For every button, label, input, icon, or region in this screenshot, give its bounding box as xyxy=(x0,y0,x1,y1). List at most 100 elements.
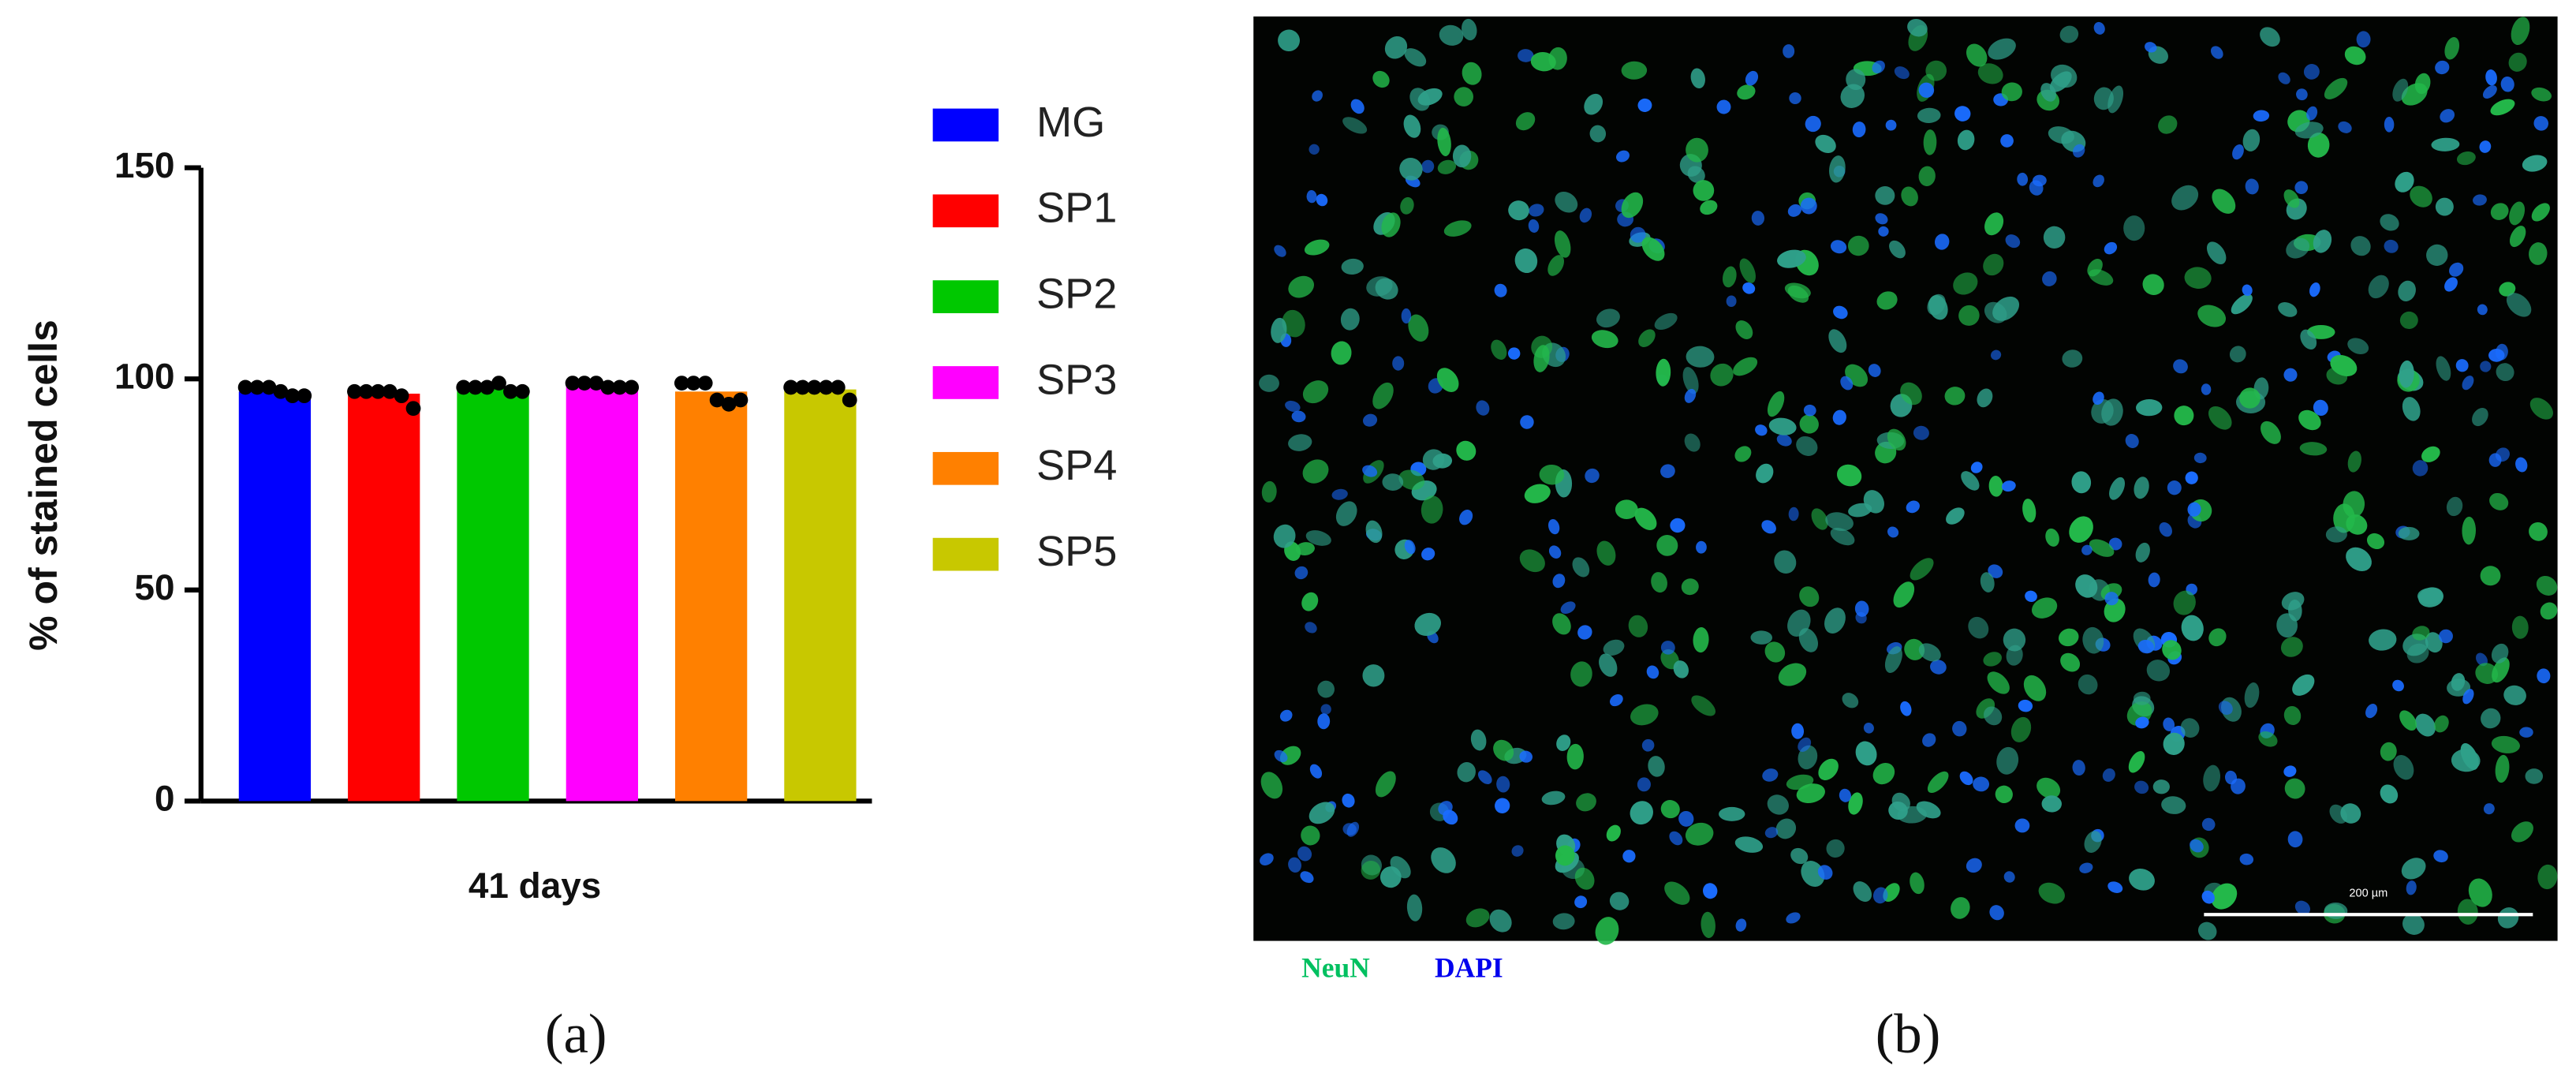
cell xyxy=(1384,36,1408,59)
cell xyxy=(1957,129,1975,151)
cell xyxy=(1301,825,1320,846)
cell xyxy=(2135,542,2150,563)
cell xyxy=(1878,226,1889,237)
cell xyxy=(2480,566,2501,586)
cell xyxy=(2148,572,2160,588)
cell xyxy=(1755,424,1768,436)
cell xyxy=(2392,78,2409,102)
cell xyxy=(2298,409,2321,431)
cell xyxy=(1641,738,1655,752)
cell xyxy=(1294,566,1309,580)
cell xyxy=(2093,21,2105,35)
data-point xyxy=(249,379,265,395)
cell xyxy=(2109,477,2126,500)
cell xyxy=(1840,84,1865,108)
cell xyxy=(1686,346,1715,368)
cell xyxy=(1904,638,1925,660)
cell xyxy=(1742,282,1756,294)
cell xyxy=(1641,237,1665,261)
cell xyxy=(1686,137,1708,163)
cell xyxy=(2081,544,2093,555)
cell xyxy=(1846,69,1866,91)
cell xyxy=(2294,900,2311,915)
cell xyxy=(1875,213,1888,225)
cell xyxy=(2058,628,2079,647)
cell xyxy=(2003,871,2015,883)
data-point xyxy=(514,383,530,399)
cell xyxy=(2258,731,2278,747)
stain-label: NeuN xyxy=(1301,951,1370,983)
y-tick-label: 150 xyxy=(114,144,175,185)
cell-layer xyxy=(1259,17,2558,945)
legend-label: SP1 xyxy=(1036,185,1117,232)
cell xyxy=(1341,258,1364,275)
cell xyxy=(1309,144,1320,155)
cell xyxy=(1767,391,1785,417)
cell xyxy=(1274,749,1288,763)
cell xyxy=(2104,241,2118,255)
cell xyxy=(1615,499,1638,520)
cell xyxy=(1331,488,1348,500)
data-point xyxy=(285,388,301,404)
cell xyxy=(2133,691,2151,705)
cell xyxy=(1317,680,1335,698)
cell xyxy=(2142,274,2164,295)
cell xyxy=(1494,283,1507,297)
cell xyxy=(1552,913,1575,930)
cell xyxy=(1876,291,1898,310)
cell xyxy=(2533,116,2549,131)
cell xyxy=(2163,717,2175,731)
cell xyxy=(2001,480,2016,492)
cell xyxy=(1722,266,1737,288)
data-point xyxy=(456,379,472,395)
cell xyxy=(2158,115,2178,134)
cell xyxy=(1555,845,1575,866)
cell xyxy=(1606,824,1621,842)
cell xyxy=(2398,526,2420,540)
bar xyxy=(784,389,857,802)
cell xyxy=(2104,592,2119,606)
panel-label: (a) xyxy=(545,1004,607,1065)
cell xyxy=(1764,641,1786,663)
cell xyxy=(1842,693,1859,708)
cell xyxy=(2406,880,2417,895)
cell xyxy=(1518,49,1534,62)
cell xyxy=(1988,564,2003,578)
cell xyxy=(2440,109,2455,123)
cell xyxy=(2031,597,2058,619)
cell xyxy=(2051,64,2078,88)
cell xyxy=(1832,409,1846,425)
cell xyxy=(2306,106,2318,121)
data-point xyxy=(819,379,834,395)
cell xyxy=(1670,518,1686,533)
cell xyxy=(1331,341,1352,365)
cell xyxy=(2211,883,2238,910)
cell xyxy=(1524,484,1551,503)
cell xyxy=(2245,178,2259,195)
cell xyxy=(1392,356,1405,371)
cell xyxy=(2193,452,2207,464)
cell xyxy=(1824,607,1846,634)
cell xyxy=(1996,746,2019,775)
cell xyxy=(2218,701,2233,715)
cell xyxy=(2069,516,2093,543)
cell xyxy=(1362,413,1378,427)
cell xyxy=(1828,329,1847,353)
cell xyxy=(1690,68,1705,89)
cell xyxy=(2485,69,2497,86)
cell xyxy=(2449,262,2464,277)
cell xyxy=(1946,507,1965,525)
cell xyxy=(2299,442,2328,456)
cell xyxy=(1421,495,1443,524)
cell xyxy=(1995,785,2013,804)
cell xyxy=(2284,778,2305,799)
cell xyxy=(1868,364,1881,377)
cell xyxy=(1554,230,1571,258)
cell xyxy=(2084,831,2102,853)
cell xyxy=(1259,374,1279,392)
cell xyxy=(2000,134,2014,148)
cell xyxy=(1342,793,1355,808)
cell xyxy=(1833,305,1848,320)
cell xyxy=(1302,459,1329,484)
cell xyxy=(1493,739,1514,761)
